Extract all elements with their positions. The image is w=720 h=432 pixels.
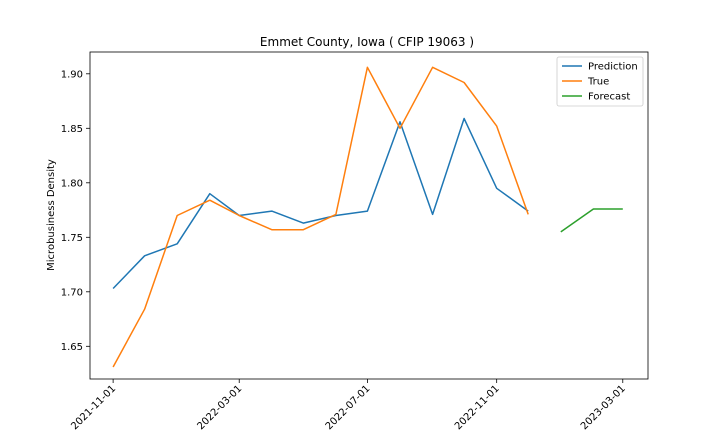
- legend-label-forecast: Forecast: [588, 92, 630, 103]
- y-axis: 1.65 1.70 1.75 1.80 1.85 1.90: [61, 69, 90, 353]
- series-layer: [112, 66, 623, 368]
- plot-area: [89, 51, 649, 380]
- x-tick-label: 2022-11-01: [453, 383, 502, 432]
- y-tick-label: 1.70: [61, 287, 83, 298]
- y-tick-label: 1.75: [61, 233, 83, 244]
- chart-title: Emmet County, Iowa ( CFIP 19063 ): [260, 35, 474, 49]
- y-axis-label: Microbusiness Density: [46, 159, 57, 271]
- series-line-true: [112, 66, 529, 368]
- x-tick-label: 2022-03-01: [195, 383, 244, 432]
- x-tick-label: 2023-03-01: [579, 383, 628, 432]
- y-tick-label: 1.85: [61, 124, 83, 135]
- x-tick-label: 2021-11-01: [69, 383, 118, 432]
- y-tick-label: 1.90: [61, 69, 83, 80]
- y-tick-label: 1.80: [61, 178, 83, 189]
- series-line-prediction: [112, 117, 529, 290]
- x-tick-label: 2022-07-01: [324, 383, 373, 432]
- x-axis: 2021-11-01 2022-03-01 2022-07-01 2022-11-01…: [69, 379, 628, 432]
- legend-box: [556, 56, 644, 107]
- legend: Prediction True Forecast: [556, 56, 644, 107]
- legend-label-prediction: Prediction: [588, 62, 638, 73]
- series-line-forecast: [560, 208, 623, 233]
- y-tick-label: 1.65: [61, 342, 83, 353]
- legend-label-true: True: [587, 77, 609, 88]
